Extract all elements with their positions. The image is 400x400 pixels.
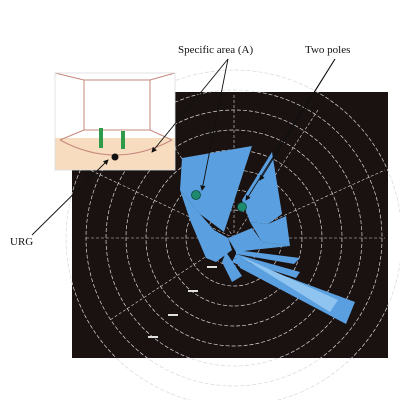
label-specific-area: Specific area (A) [178, 44, 254, 56]
pole-left [99, 128, 103, 148]
urg-sensor [111, 153, 119, 161]
pole-marker-left [191, 190, 201, 200]
range-ticks [148, 266, 217, 338]
scan-highlight [240, 256, 338, 312]
pole-right [121, 131, 125, 149]
annotation-arrows [31, 58, 336, 236]
label-two-poles: Two poles [305, 44, 351, 56]
label-urg: URG [10, 236, 34, 248]
room-inset [54, 72, 176, 171]
pole-marker-right [237, 202, 247, 212]
